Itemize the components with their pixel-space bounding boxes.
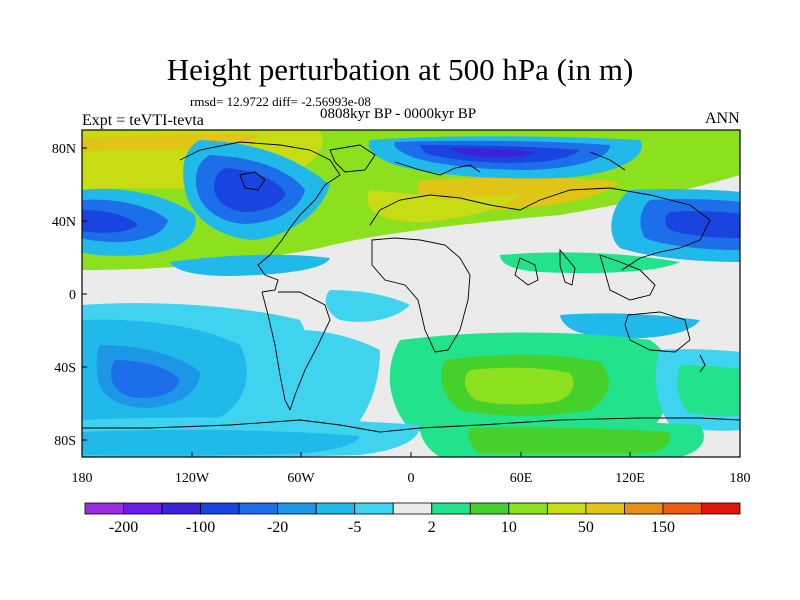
x-tick-0: 0 [408, 471, 415, 486]
colorbar-label: 10 [501, 519, 517, 536]
colorbar [84, 502, 741, 515]
colorbar-swatch [469, 502, 510, 515]
colorbar-swatch [508, 502, 548, 515]
colorbar-swatch [546, 502, 587, 515]
colorbar-swatch [431, 502, 471, 515]
season-label: ANN [705, 110, 740, 127]
colorbar-swatch [392, 502, 433, 515]
colorbar-label: -20 [267, 519, 288, 536]
colorbar-swatch [161, 502, 201, 515]
axis-ticks [81, 147, 741, 457]
coastlines [82, 141, 740, 433]
colorbar-swatch [84, 502, 124, 515]
chart-title: Height perturbation at 500 hPa (in m) [166, 52, 634, 87]
colorbar-swatch [354, 502, 394, 515]
y-tick-40s: 40S [54, 361, 76, 376]
colorbar-labels: -200 -100 -20 -5 2 10 50 150 [109, 519, 675, 536]
period-label: 0808kyr BP - 0000kyr BP [320, 106, 477, 122]
colorbar-label: -100 [186, 519, 215, 536]
colorbar-label: 50 [578, 519, 594, 536]
x-tick-60e: 60E [510, 471, 533, 486]
colorbar-label: 2 [428, 519, 436, 536]
colorbar-swatch [662, 502, 702, 515]
stats-label: rmsd= 12.9722 diff= -2.56993e-08 [190, 94, 371, 109]
x-tick-120e: 120E [615, 471, 645, 486]
colorbar-swatch [200, 502, 240, 515]
y-tick-0: 0 [69, 288, 76, 303]
colorbar-swatch [701, 502, 741, 515]
colorbar-label: 150 [651, 519, 675, 536]
contour-field [82, 130, 740, 457]
colorbar-swatch [315, 502, 356, 515]
colorbar-label: -5 [348, 519, 361, 536]
colorbar-swatch [624, 502, 664, 515]
y-tick-80n: 80N [52, 142, 76, 157]
colorbar-swatch [123, 502, 163, 515]
colorbar-swatch [238, 502, 279, 515]
x-tick-120w: 120W [175, 471, 210, 486]
y-tick-40n: 40N [52, 215, 76, 230]
y-tick-80s: 80S [54, 434, 76, 449]
x-tick-180e: 180 [730, 471, 751, 486]
colorbar-swatch [585, 502, 625, 515]
colorbar-swatch [277, 502, 317, 515]
colorbar-label: -200 [109, 519, 138, 536]
experiment-label: Expt = teVTI-tevta [82, 112, 204, 129]
x-tick-180w: 180 [72, 471, 93, 486]
x-tick-60w: 60W [287, 471, 315, 486]
